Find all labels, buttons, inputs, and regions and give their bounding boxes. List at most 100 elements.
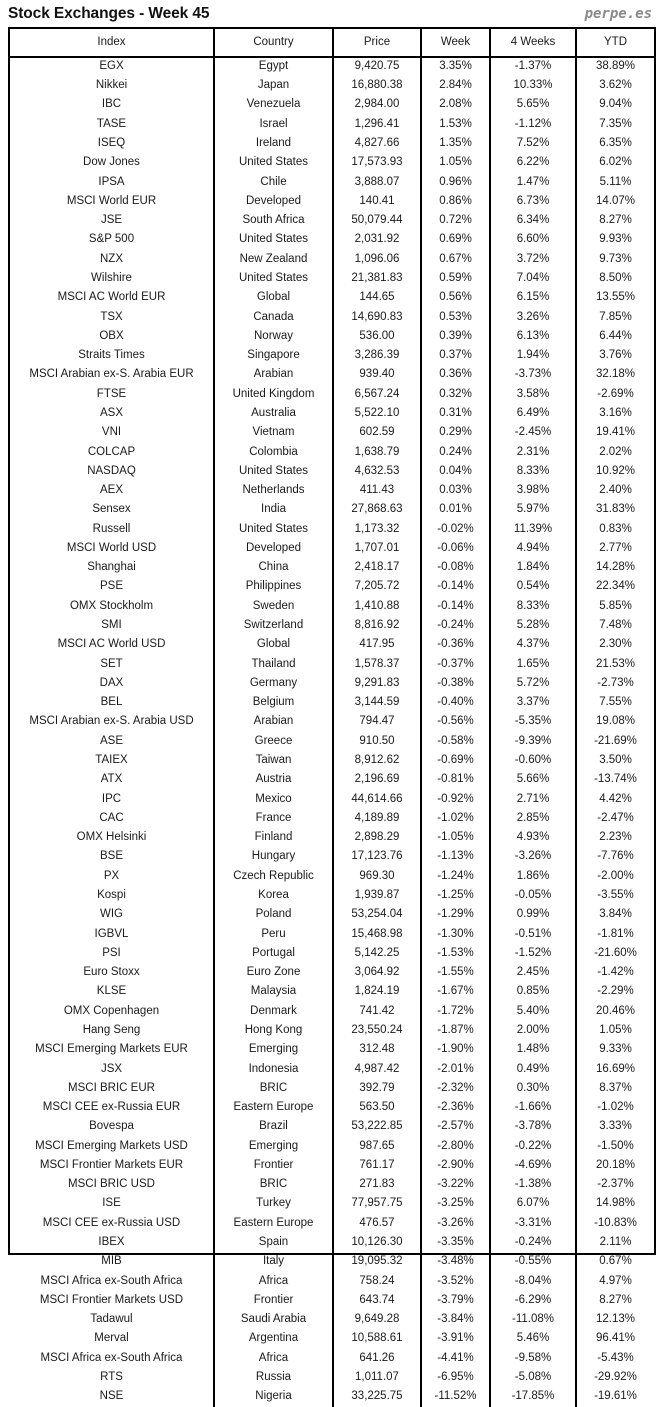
table-row[interactable]: ASE Greece 910.50 -0.58% -9.39% -21.69% [10,731,654,752]
cell-price: 1,578.37 [333,654,422,674]
cell-week: -0.06% [421,539,491,559]
cell-ytd: -2.69% [597,387,634,400]
column-header-week[interactable]: Week [421,29,491,58]
table-row[interactable]: NSE Nigeria 33,225.75 -11.52% -17.85% -19.61% [10,1387,654,1407]
table-row[interactable]: SET Thailand 1,578.37 -0.37% 1.65% 21.53% [10,654,654,674]
table-row[interactable]: TSX Canada 14,690.83 0.53% 3.26% 7.85% [10,307,654,327]
table-row[interactable]: AEX Netherlands 411.43 0.03% 3.98% 2.40% [10,481,654,501]
table-row[interactable]: Russell United States 1,173.32 -0.02% 11.39%… [10,519,654,540]
table-row[interactable]: Kospi Korea 1,939.87 -1.25% -0.05% -3.55% [10,886,654,906]
cell-week: -2.01% [421,1059,491,1079]
table-row[interactable]: KLSE Malaysia 1,824.19 -1.67% 0.85% -2.29% [10,982,654,1002]
cell-ytd: 20.46% [595,1004,635,1017]
cell-week: 0.01% [421,500,491,520]
cell-country: Korea [214,886,334,906]
cell-week: 2.84% [421,76,491,96]
table-row[interactable]: MSCI AC World EUR Global 144.65 0.56% 6.15% 1… [10,288,654,308]
table-row[interactable]: TAIEX Taiwan 8,912.62 -0.69% -0.60% 3.50% [10,751,654,771]
table-row[interactable]: IGBVL Peru 15,468.98 -1.30% -0.51% -1.81% [10,924,654,944]
cell-four-weeks: 2.85% [490,808,577,829]
cell-country: Philippines [214,577,334,597]
table-row[interactable]: OMX Helsinki Finland 2,898.29 -1.05% 4.93% 2.… [10,828,654,848]
table-row[interactable]: IBEX Spain 10,126.30 -3.35% -0.24% 2.11% [10,1233,654,1253]
column-header-country[interactable]: Country [214,29,334,58]
table-row[interactable]: MSCI World USD Developed 1,707.01 -0.06% 4.9… [10,539,654,559]
table-row[interactable]: NZX New Zealand 1,096.06 0.67% 3.72% 9.73% [10,249,654,270]
cell-week: 0.39% [421,326,491,347]
table-row[interactable]: MSCI World EUR Developed 140.41 0.86% 6.73% 1… [10,191,654,212]
table-row[interactable]: Bovespa Brazil 53,222.85 -2.57% -3.78% 3.33% [10,1117,654,1137]
table-row[interactable]: MSCI BRIC USD BRIC 271.83 -3.22% -1.38% -2.37… [10,1175,654,1195]
table-row[interactable]: MSCI CEE ex-Russia USD Eastern Europe 476.… [10,1213,654,1234]
table-row[interactable]: SMI Switzerland 8,816.92 -0.24% 5.28% 7.48% [10,616,654,636]
table-row[interactable]: ISEQ Ireland 4,827.66 1.35% 7.52% 6.35% [10,134,654,154]
cell-country: Frontier [214,1291,334,1311]
cell-week: 0.53% [421,307,491,327]
table-row[interactable]: MSCI Frontier Markets USD Frontier 643.74-… [10,1291,654,1311]
table-row[interactable]: ISE Turkey 77,957.75 -3.25% 6.07% 14.98% [10,1194,654,1214]
table-row[interactable]: VNI Vietnam 602.59 0.29% -2.45% 19.41% [10,423,654,443]
column-header-index[interactable]: Index [10,29,215,58]
table-row[interactable]: RTS Russia 1,011.07 -6.95% -5.08% -29.92% [10,1368,654,1388]
table-row[interactable]: MIB Italy 19,095.32 -3.48% -0.55% 0.67% [10,1252,654,1272]
table-row[interactable]: MSCI Arabian ex-S. Arabia EUR Arabian 939.… [10,365,654,385]
table-row[interactable]: MSCI AC World USD Global 417.95 -0.36% 4.37%… [10,635,654,655]
table-row[interactable]: NASDAQ United States 4,632.53 0.04% 8.33% 10.… [10,461,654,482]
table-row[interactable]: MSCI BRIC EUR BRIC 392.79 -2.32% 0.30% 8.37% [10,1078,654,1099]
table-row[interactable]: PSI Portugal 5,142.25 -1.53% -1.52% -21.60% [10,943,654,964]
table-row[interactable]: PSE Philippines 7,205.72 -0.14% 0.54% 22.34% [10,577,654,597]
table-row[interactable]: MSCI Emerging Markets EUR Emerging 312.48-… [10,1040,654,1060]
table-row[interactable]: MSCI Arabian ex-S. Arabia USD Arabian 794.… [10,712,654,732]
cell-week: -0.37% [421,654,491,674]
table-row[interactable]: WIG Poland 53,254.04 -1.29% 0.99% 3.84% [10,905,654,925]
table-row[interactable]: IPSA Chile 3,888.07 0.96% 1.47% 5.11% [10,172,654,192]
table-row[interactable]: Tadawul Saudi Arabia 9,649.28 -3.84% -11.08%… [10,1310,654,1330]
table-row[interactable]: ASX Australia 5,522.10 0.31% 6.49% 3.16% [10,404,654,424]
table-row[interactable]: CAC France 4,189.89 -1.02% 2.85% -2.47% [10,808,654,829]
table-row[interactable]: Hang Seng Hong Kong 23,550.24 -1.87% 2.00% 1.… [10,1021,654,1041]
table-row[interactable]: EGX Egypt 9,420.75 3.35% -1.37% 38.89% [10,57,654,77]
cell-price: 758.24 [333,1271,422,1291]
table-row[interactable]: COLCAP Colombia 1,638.79 0.24% 2.31% 2.02% [10,442,654,462]
cell-index: Euro Stoxx [10,963,215,983]
table-row[interactable]: DAX Germany 9,291.83 -0.38% 5.72% -2.73% [10,674,654,694]
table-row[interactable]: Dow Jones United States 17,573.93 1.05% 6.22… [10,153,654,173]
table-row[interactable]: TASE Israel 1,296.41 1.53% -1.12% 7.35% [10,114,654,135]
cell-index: VNI [10,423,215,443]
table-row[interactable]: MSCI Emerging Markets USD Emerging 987.65-… [10,1136,654,1157]
table-row[interactable]: ATX Austria 2,196.69 -0.81% 5.66% -13.74% [10,770,654,790]
cell-price: 144.65 [333,288,422,308]
table-row[interactable]: IPC Mexico 44,614.66 -0.92% 2.71% 4.42% [10,789,654,809]
table-row[interactable]: OMX Copenhagen Denmark 741.42 -1.72% 5.40% 20… [10,1001,654,1022]
table-row[interactable]: PX Czech Republic 969.30 -1.24% 1.86% -2.00% [10,866,654,887]
table-row[interactable]: Euro Stoxx Euro Zone 3,064.92 -1.55% 2.45% -1… [10,963,654,983]
cell-price: 10,126.30 [333,1233,422,1253]
column-header-4-weeks[interactable]: 4 Weeks [490,29,577,58]
column-header-price[interactable]: Price [333,29,422,58]
cell-country: United States [214,153,334,173]
table-row[interactable]: OMX Stockholm Sweden 1,410.88 -0.14% 8.33% 5.… [10,596,654,617]
cell-price: 794.47 [333,712,422,732]
table-row[interactable]: MSCI Africa ex-South Africa Africa 758.24-… [10,1271,654,1291]
table-row[interactable]: OBX Norway 536.00 0.39% 6.13% 6.44% [10,326,654,347]
table-row[interactable]: JSX Indonesia 4,987.42 -2.01% 0.49% 16.69% [10,1059,654,1079]
table-row[interactable]: BSE Hungary 17,123.76 -1.13% -3.26% -7.76% [10,847,654,867]
cell-price: 1,939.87 [333,886,422,906]
table-row[interactable]: Shanghai China 2,418.17 -0.08% 1.84% 14.28% [10,558,654,578]
table-row[interactable]: MSCI Africa ex-South Africa Africa 641.26-… [10,1348,654,1369]
table-row[interactable]: MSCI Frontier Markets EUR Frontier 761.17-… [10,1156,654,1176]
table-row[interactable]: Wilshire United States 21,381.83 0.59% 7.04%… [10,269,654,289]
table-row[interactable]: JSE South Africa 50,079.44 0.72% 6.34% 8.27% [10,211,654,231]
table-row[interactable]: Merval Argentina 10,588.61 -3.91% 5.46% 96.41… [10,1329,654,1349]
column-header-ytd[interactable]: YTD [576,29,654,58]
cell-price: 536.00 [333,326,422,347]
cell-ytd: 7.48% [599,619,632,632]
table-row[interactable]: FTSE United Kingdom 6,567.24 0.32% 3.58% -2.6… [10,384,654,405]
table-row[interactable]: Sensex India 27,868.63 0.01% 5.97% 31.83% [10,500,654,520]
table-row[interactable]: S&P 500 United States 2,031.92 0.69% 6.60% 9.… [10,230,654,250]
table-row[interactable]: BEL Belgium 3,144.59 -0.40% 3.37% 7.55% [10,693,654,713]
table-row[interactable]: IBC Venezuela 2,984.00 2.08% 5.65% 9.04% [10,95,654,115]
table-row[interactable]: Nikkei Japan 16,880.38 2.84% 10.33% 3.62% [10,76,654,96]
table-row[interactable]: MSCI CEE ex-Russia EUR Eastern Europe 563.… [10,1098,654,1118]
table-row[interactable]: Straits Times Singapore 3,286.39 0.37% 1.94%… [10,346,654,366]
